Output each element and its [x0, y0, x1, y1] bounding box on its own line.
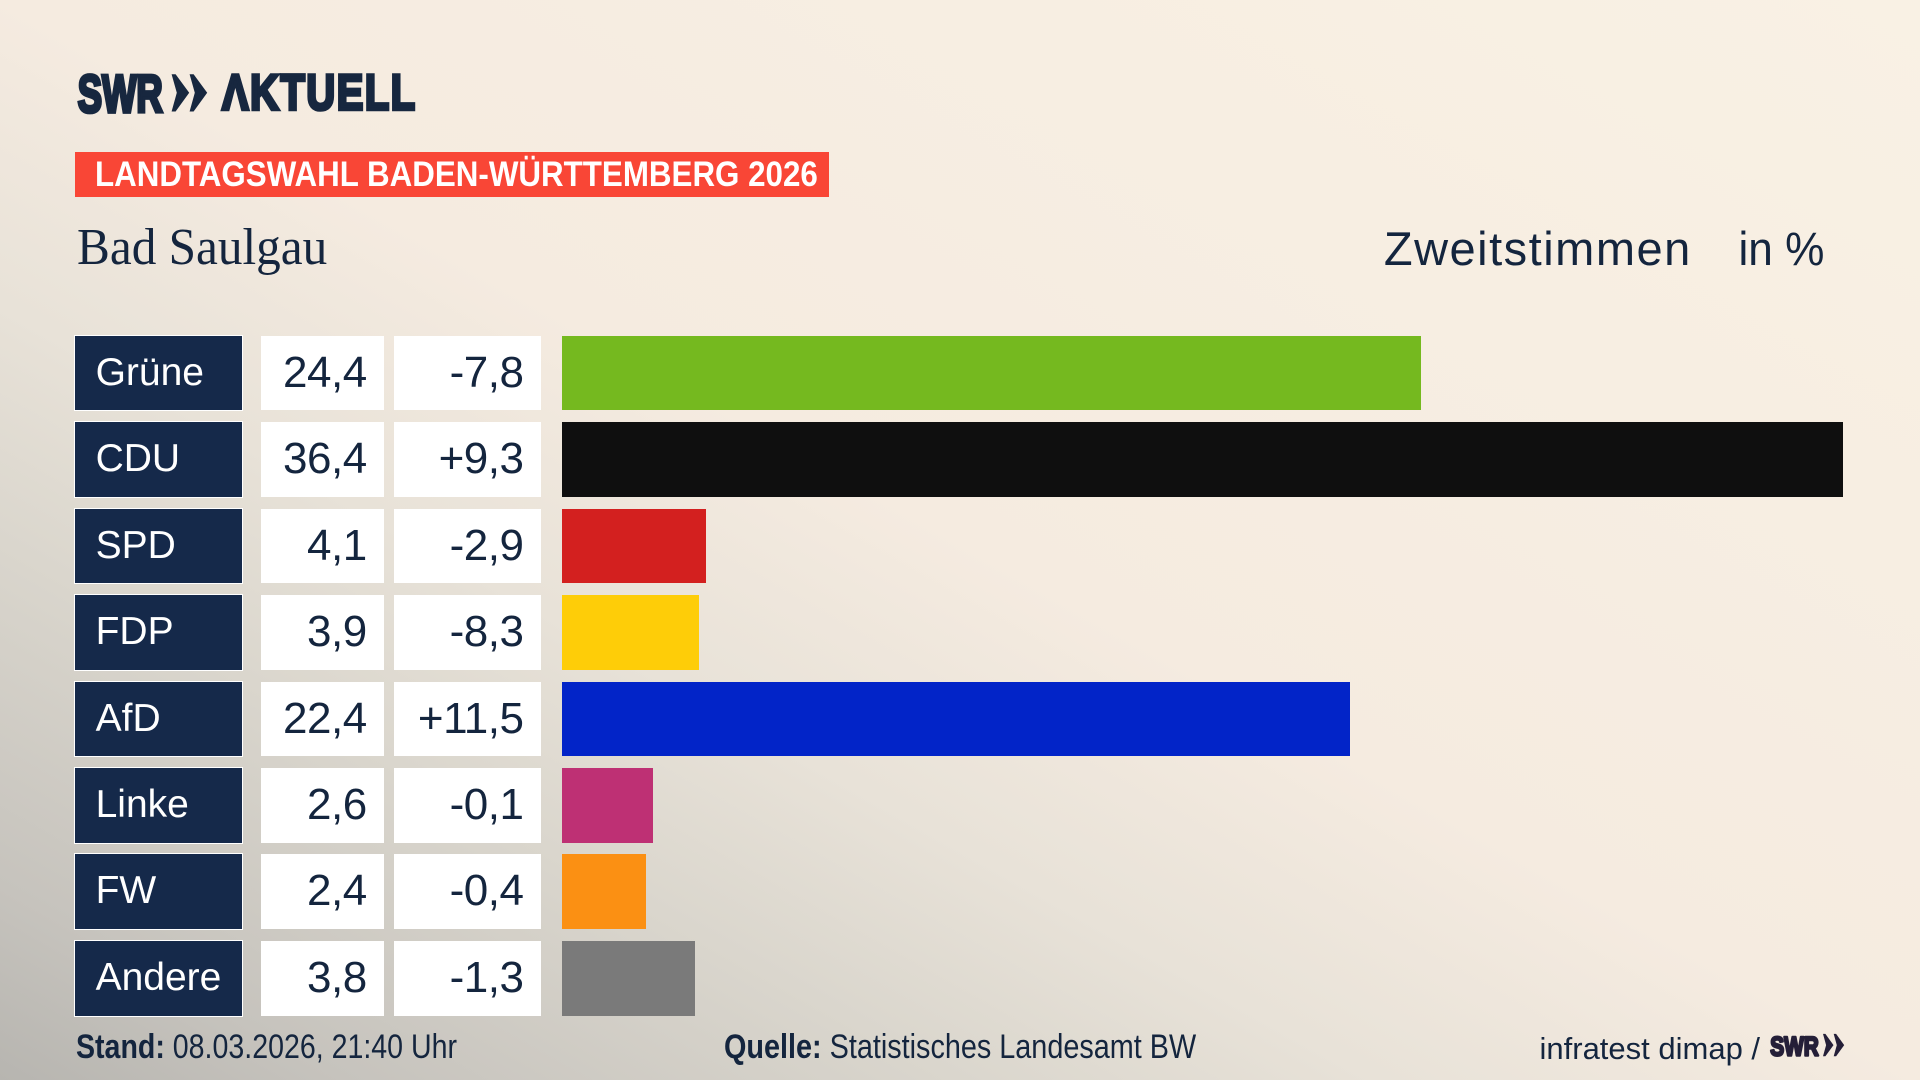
svg-text:ΛKTUELL: ΛKTUELL — [222, 66, 417, 121]
svg-text:SWR: SWR — [1770, 1032, 1819, 1060]
svg-text:SWR: SWR — [78, 66, 163, 122]
